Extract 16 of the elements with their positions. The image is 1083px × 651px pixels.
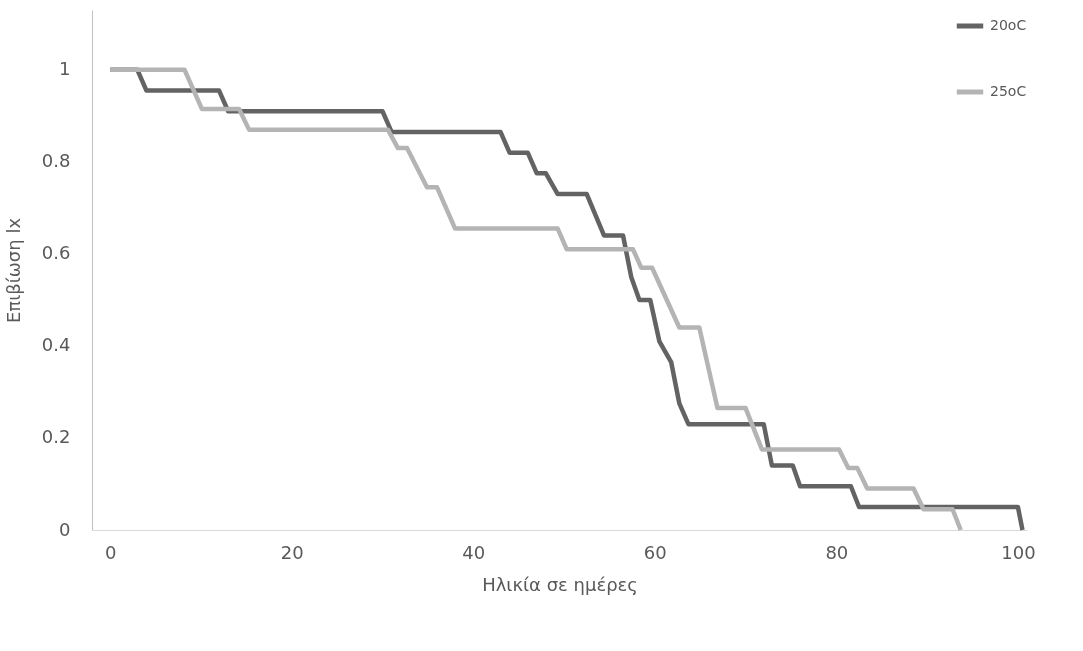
legend-label: 20oC bbox=[990, 17, 1027, 33]
y-tick-label: 0.6 bbox=[41, 242, 71, 264]
x-tick-label: 100 bbox=[1001, 541, 1036, 563]
y-tick-label: 0.2 bbox=[41, 426, 71, 448]
x-tick-label: 0 bbox=[104, 541, 117, 563]
y-tick-label: 0.4 bbox=[41, 334, 71, 356]
x-tick-label: 80 bbox=[825, 541, 849, 563]
y-axis-title: Επιβίωση lx bbox=[2, 217, 24, 324]
y-tick-label: 1 bbox=[59, 58, 71, 80]
x-axis-title: Ηλικία σε ημέρες bbox=[482, 573, 638, 595]
x-tick-label: 40 bbox=[462, 541, 486, 563]
x-tick-label: 60 bbox=[643, 541, 667, 563]
x-tick-label: 20 bbox=[280, 541, 304, 563]
y-tick-label: 0.8 bbox=[41, 150, 71, 172]
legend-label: 25oC bbox=[990, 83, 1027, 99]
y-tick-label: 0 bbox=[59, 518, 71, 540]
